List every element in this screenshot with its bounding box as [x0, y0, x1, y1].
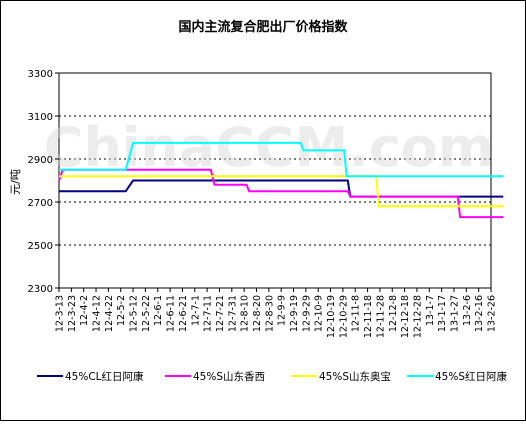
x-tick-label: 12-5-22: [141, 295, 152, 332]
watermark-text: ChinaCCM.com: [44, 116, 494, 179]
series-line-2: [58, 168, 504, 219]
y-tick-label: 3300: [28, 69, 53, 80]
x-tick-label: 12-4-12: [92, 295, 103, 332]
x-tick-label: 13-1-27: [449, 295, 460, 332]
x-tick-label: 12-5-2: [116, 295, 127, 326]
legend-label: 45%S山东奥宝: [319, 370, 391, 383]
x-tick-label: 12-12-18: [400, 295, 411, 338]
x-tick-label: 12-11-18: [363, 295, 374, 338]
x-tick-label: 12-10-19: [326, 295, 337, 338]
legend-label: 45%S山东香西: [193, 370, 265, 383]
x-tick-label: 12-6-1: [153, 295, 164, 326]
y-axis-ticks: 2300 2500 2700 2900 3100 3300: [28, 69, 59, 295]
y-tick-label: 3100: [28, 112, 53, 123]
x-tick-label: 12-9-9: [277, 295, 288, 326]
series-line-3: [59, 175, 504, 208]
x-tick-label: 13-1-17: [437, 295, 448, 332]
series-line-4: [59, 141, 504, 178]
x-tick-label: 13-2-16: [474, 295, 485, 332]
y-axis-label: 元/吨: [9, 169, 22, 195]
x-tick-label: 12-11-8: [351, 295, 362, 332]
x-tick-label: 12-4-2: [79, 295, 90, 326]
x-tick-label: 13-1-7: [425, 295, 436, 326]
x-tick-label: 12-6-11: [166, 295, 177, 332]
x-tick-label: 12-9-29: [301, 295, 312, 332]
legend-label: 45%S红日阿康: [435, 370, 508, 383]
x-tick-label: 12-8-30: [264, 295, 275, 332]
x-tick-label: 12-8-20: [252, 295, 263, 332]
watermark: ChinaCCM.com: [44, 116, 494, 179]
x-tick-label: 12-3-23: [67, 295, 78, 332]
x-tick-label: 12-7-21: [215, 295, 226, 332]
x-tick-label: 12-8-10: [240, 295, 251, 332]
gridlines: [59, 115, 491, 246]
x-tick-label: 12-12-8: [388, 295, 399, 332]
x-axis-ticks: 12-3-13 12-3-23 12-4-2 12-4-12 12-4-22 12-5-2…: [55, 288, 498, 338]
legend-label: 45%CL红日阿康: [65, 370, 144, 383]
y-tick-label: 2700: [28, 198, 53, 209]
y-tick-label: 2900: [28, 155, 53, 166]
x-tick-label: 12-7-1: [190, 295, 201, 326]
x-tick-label: 12-7-31: [227, 295, 238, 332]
x-tick-label: 12-12-28: [412, 295, 423, 338]
y-tick-label: 2300: [28, 284, 53, 295]
x-tick-label: 12-3-13: [55, 295, 66, 332]
x-tick-label: 12-6-21: [178, 295, 189, 332]
x-tick-label: 12-5-12: [129, 295, 140, 332]
x-tick-label: 12-10-9: [314, 295, 325, 332]
x-tick-label: 13-2-26: [487, 295, 498, 332]
x-tick-label: 12-7-11: [203, 295, 214, 332]
x-tick-label: 12-11-28: [375, 295, 386, 338]
y-tick-label: 2500: [28, 241, 53, 252]
x-tick-label: 12-9-19: [289, 295, 300, 332]
x-tick-label: 12-10-29: [338, 295, 349, 338]
x-tick-label: 13-2-6: [462, 295, 473, 326]
legend: 45%CL红日阿康 45%S山东香西 45%S山东奥宝 45%S红日阿康: [37, 370, 508, 383]
chart-title: 国内主流复合肥出厂价格指数: [178, 19, 348, 35]
series-lines: [58, 141, 504, 219]
x-tick-label: 12-4-22: [104, 295, 115, 332]
